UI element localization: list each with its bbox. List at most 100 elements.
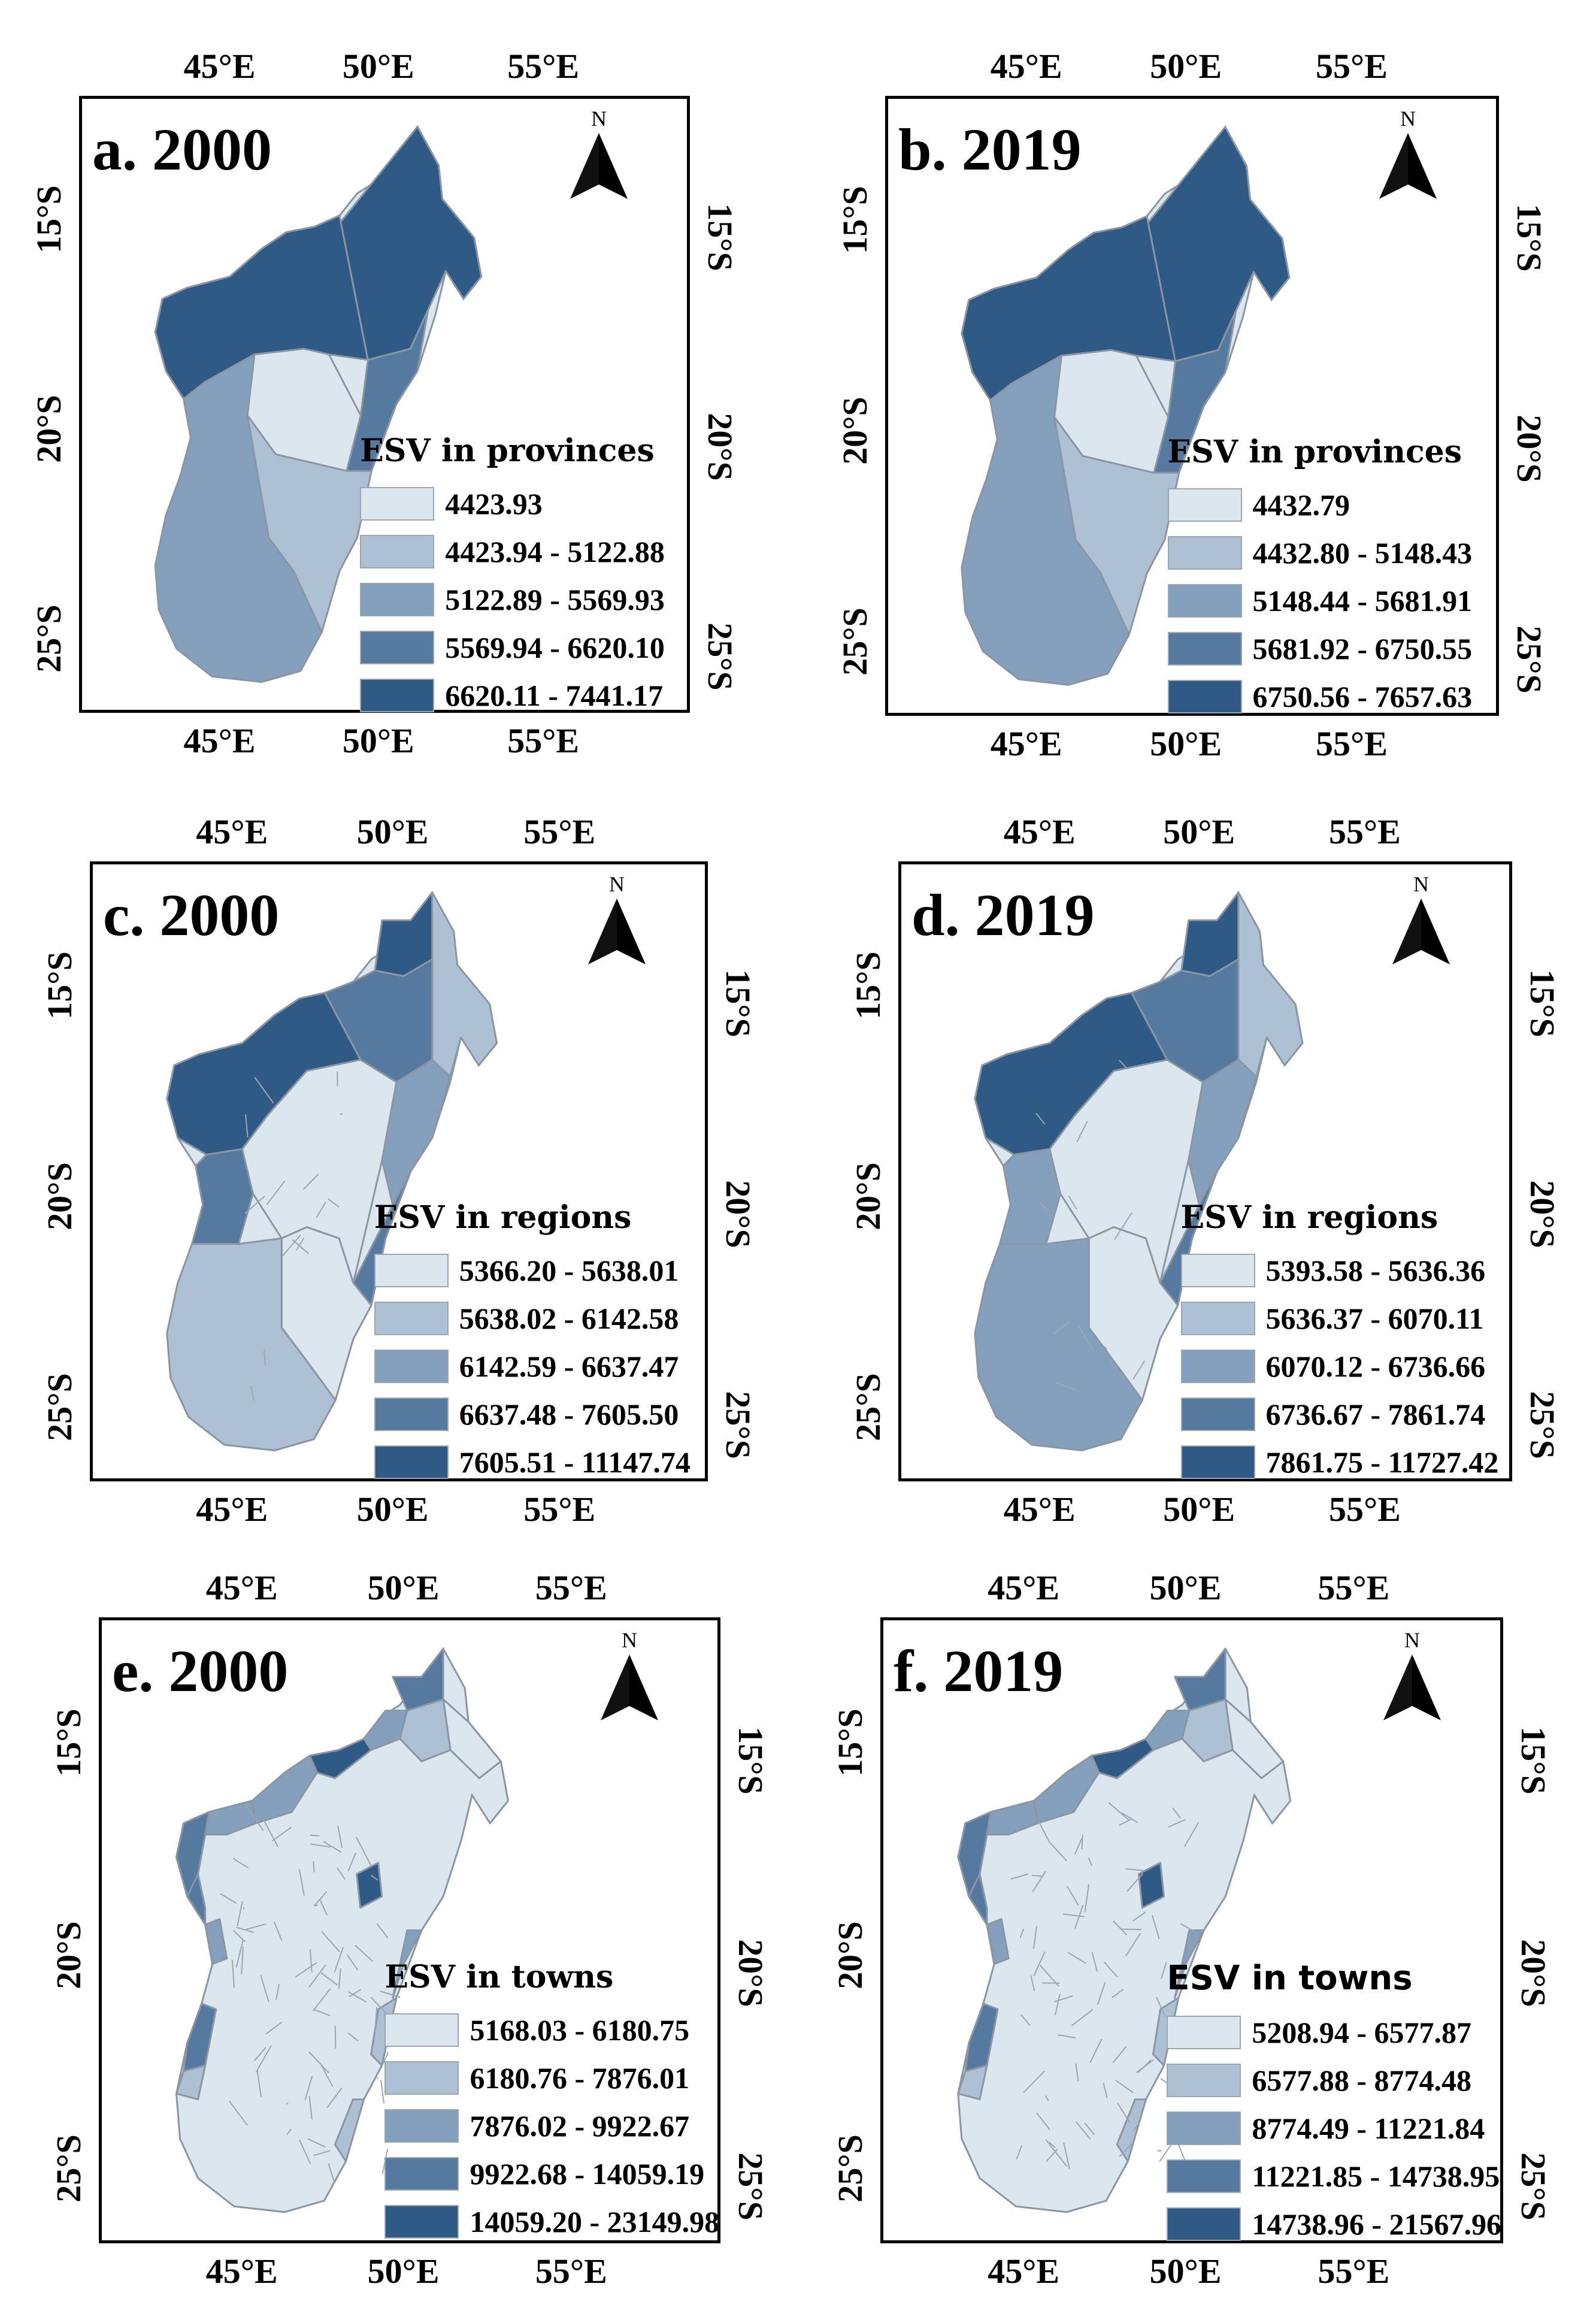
admin-boundary-line: [356, 1837, 372, 1866]
admin-boundary-line: [308, 1964, 326, 1988]
legend-swatch: [1167, 488, 1242, 522]
legend-label: 5393.58 - 5636.36: [1265, 1254, 1486, 1288]
legend-item: 6070.12 - 6736.66: [1180, 1342, 1499, 1390]
lon-tick-label: 45°E: [1003, 1490, 1076, 1529]
admin-boundary-line: [308, 2096, 313, 2120]
admin-boundary-line: [1119, 2141, 1134, 2157]
lon-tick-label: 55°E: [1316, 724, 1388, 763]
admin-boundary-line: [1032, 1871, 1046, 1892]
town-area: [356, 1862, 383, 1909]
legend-title: ESV in regions: [374, 1199, 632, 1236]
admin-boundary-line: [250, 1386, 255, 1401]
lat-tick-label: 20°S: [1523, 1180, 1562, 1248]
admin-boundary-line: [1104, 1961, 1118, 1977]
lat-tick-label: 15°S: [731, 1726, 770, 1795]
admin-boundary-line: [1054, 1995, 1073, 2003]
lat-tick-label: 20°S: [731, 1939, 770, 2008]
legend-swatch: [1167, 632, 1242, 666]
admin-boundary-line: [320, 1972, 338, 1986]
legend-label: 7605.51 - 11147.74: [459, 1445, 691, 1480]
lat-tick-label: 20°S: [40, 1162, 79, 1230]
admin-boundary-line: [313, 2150, 331, 2156]
admin-boundary-line: [231, 1959, 235, 1988]
legend-item: 14738.96 - 21567.96: [1167, 2200, 1501, 2248]
lon-tick-label: 45°E: [205, 1568, 278, 1607]
admin-boundary-line: [326, 2087, 343, 2109]
town-area: [392, 1647, 444, 1712]
admin-boundary-line: [281, 1235, 301, 1257]
admin-boundary-line: [236, 1926, 254, 1933]
admin-boundary-line: [1071, 2009, 1094, 2026]
town-area: [334, 2098, 365, 2162]
lon-tick-label: 50°E: [367, 2252, 440, 2291]
admin-boundary-line: [1161, 1962, 1167, 1979]
legend-item: 5636.37 - 6070.11: [1180, 1294, 1499, 1342]
admin-boundary-line: [334, 1947, 344, 1973]
lon-tick-label: 45°E: [205, 2252, 278, 2291]
admin-boundary-line: [1132, 1360, 1146, 1380]
lat-tick-label: 15°S: [719, 969, 758, 1037]
admin-boundary-line: [346, 1954, 359, 1971]
legend-item: 6750.56 - 7657.63: [1167, 673, 1472, 721]
province-area: [961, 355, 1130, 686]
admin-boundary-line: [1109, 1359, 1114, 1362]
admin-boundary-line: [286, 2128, 292, 2135]
lon-tick-label: 50°E: [367, 1568, 440, 1607]
lat-tick-label: 15°S: [831, 1708, 870, 1777]
admin-boundary-line: [1046, 2148, 1058, 2162]
admin-boundary-line: [314, 1891, 328, 1906]
admin-boundary-line: [296, 1238, 305, 1251]
legend-item: 5168.03 - 6180.75: [384, 2006, 719, 2054]
admin-boundary-line: [323, 1841, 342, 1853]
admin-boundary-line: [347, 2032, 359, 2041]
legend-item: 5208.94 - 6577.87: [1167, 2009, 1501, 2056]
legend-label: 6637.48 - 7605.50: [459, 1398, 679, 1432]
admin-boundary-line: [1115, 2079, 1134, 2094]
legend-swatch: [1180, 1254, 1255, 1288]
lat-tick-label: 25°S: [849, 1373, 888, 1441]
admin-boundary-line: [299, 2139, 311, 2164]
admin-boundary-line: [1077, 1324, 1094, 1352]
admin-boundary-line: [1118, 1060, 1128, 1069]
admin-boundary-line: [245, 1114, 249, 1138]
admin-boundary-line: [229, 2100, 248, 2126]
admin-boundary-line: [309, 1949, 313, 1973]
lon-tick-label: 50°E: [1150, 724, 1222, 763]
admin-boundary-line: [1075, 2121, 1091, 2140]
legend-item: 5393.58 - 5636.36: [1180, 1247, 1499, 1294]
admin-boundary-line: [349, 1989, 362, 1998]
region-area: [1188, 1058, 1258, 1206]
legend-swatch: [360, 630, 435, 664]
region-area: [166, 1237, 337, 1451]
lat-tick-label: 25°S: [1514, 2152, 1553, 2221]
legend-swatch: [1167, 2063, 1241, 2097]
lat-tick-label: 15°S: [1510, 204, 1549, 272]
admin-boundary-line: [310, 1843, 331, 1848]
lat-tick-label: 15°S: [1514, 1726, 1553, 1795]
lat-tick-label: 25°S: [835, 607, 874, 676]
admin-boundary-line: [256, 2070, 262, 2097]
lat-tick-label: 25°S: [731, 2152, 770, 2221]
lon-tick-label: 50°E: [342, 47, 414, 86]
town-area: [964, 2003, 999, 2073]
admin-boundary-line: [1112, 2046, 1127, 2064]
admin-boundary-line: [1151, 1914, 1160, 1939]
legend-swatch: [384, 2013, 459, 2047]
legend: ESV in provinces 4432.79 4432.80 - 5148.43…: [1167, 437, 1472, 721]
admin-boundary-line: [272, 1826, 292, 1841]
admin-boundary-line: [235, 1940, 244, 1968]
admin-boundary-line: [1132, 1911, 1146, 1922]
legend-swatch: [1167, 680, 1242, 714]
town-area: [1174, 1647, 1226, 1712]
admin-boundary-line: [1076, 1121, 1088, 1142]
legend-item: 7861.75 - 11727.42: [1180, 1438, 1498, 1486]
admin-boundary-line: [1036, 2112, 1050, 2131]
legend-label: 5122.89 - 5569.93: [445, 582, 665, 616]
lon-tick-label: 45°E: [990, 47, 1062, 86]
north-label: N: [591, 107, 607, 131]
admin-boundary-line: [219, 1893, 237, 1904]
lon-tick-label: 45°E: [988, 1568, 1060, 1607]
lon-tick-label: 55°E: [1318, 1568, 1390, 1607]
lat-tick-label: 15°S: [849, 951, 888, 1020]
north-label: N: [609, 872, 625, 896]
